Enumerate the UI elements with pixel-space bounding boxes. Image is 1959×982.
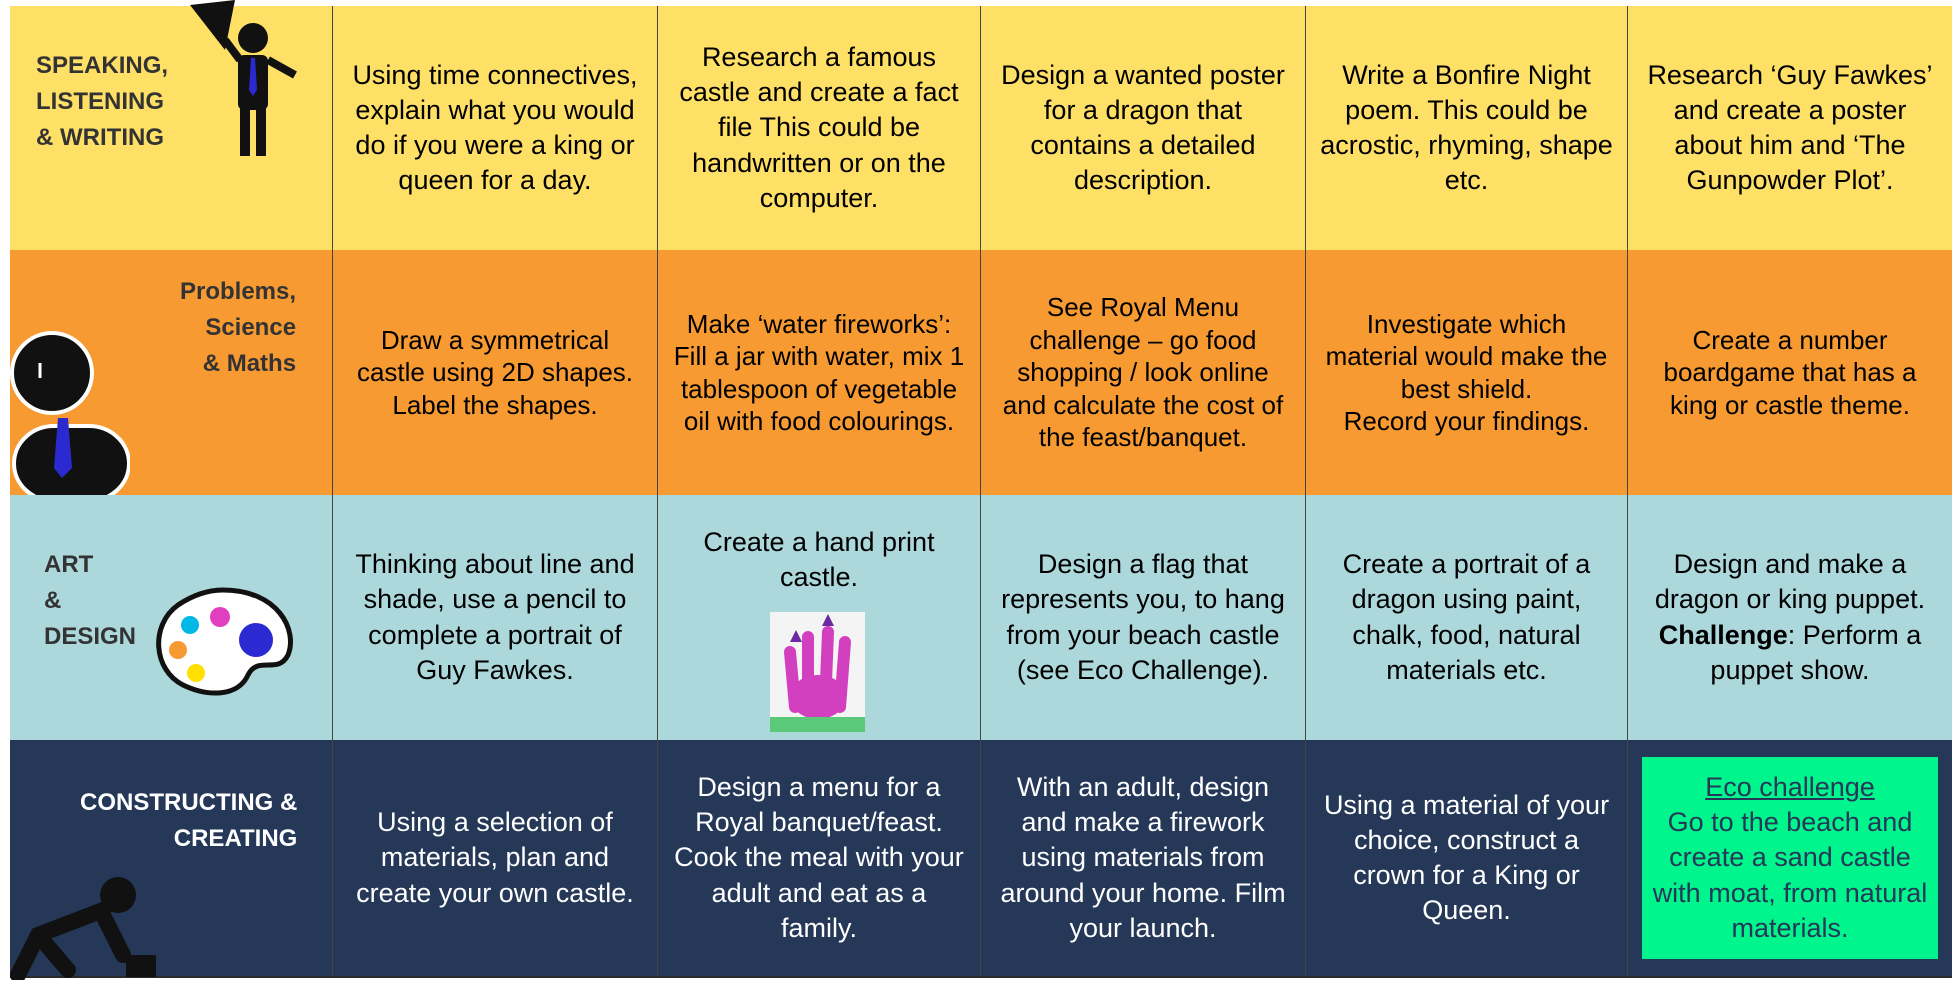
activity-cell: Using time connectives, explain what you… [332, 6, 657, 250]
thinker-icon [10, 331, 130, 495]
activity-cell: With an adult, design and make a firewor… [980, 740, 1305, 976]
activity-cell: Design a wanted poster for a dragon that… [980, 6, 1305, 250]
activity-cell: Eco challenge Go to the beach and create … [1627, 740, 1952, 976]
activity-cell: Research ‘Guy Fawkes’ and create a poste… [1627, 6, 1952, 250]
activity-cell: Investigate which material would make th… [1305, 250, 1627, 495]
cell-text: Design and make a dragon or king puppet.… [1642, 547, 1938, 687]
row: ART & DESIGN Thinking about line and shad… [10, 495, 1952, 742]
challenge-text: : Perform a puppet show. [1710, 619, 1922, 685]
row: SPEAKING, LISTENING & WRITING Using time … [10, 6, 1952, 252]
row: Problems, Science & Maths Draw a symmetri… [10, 250, 1952, 497]
row-label: ART & DESIGN [44, 551, 137, 650]
eco-box: Eco challenge Go to the beach and create … [1642, 757, 1938, 959]
eco-text: Go to the beach and create a sand castle… [1652, 807, 1928, 943]
activity-cell: Create a hand print castle. [657, 495, 980, 740]
row-label: SPEAKING, LISTENING & WRITING [36, 52, 169, 151]
eco-title: Eco challenge [1705, 772, 1875, 803]
speaker-icon [190, 0, 297, 156]
activity-cell: Using a selection of materials, plan and… [332, 740, 657, 976]
activity-cell: Draw a symmetrical castle using 2D shape… [332, 250, 657, 495]
challenge-label: Challenge [1658, 619, 1788, 650]
activity-cell: Design a flag that represents you, to ha… [980, 495, 1305, 740]
handprint-castle-image [770, 612, 865, 732]
activity-cell: See Royal Menu challenge – go food shopp… [980, 250, 1305, 495]
activity-cell: Create a number boardgame that has a kin… [1627, 250, 1952, 495]
activity-cell: Design a menu for a Royal banquet/feast.… [657, 740, 980, 976]
builder-icon [10, 877, 156, 980]
activity-cell: Using a material of your choice, constru… [1305, 740, 1627, 976]
cell-main: Design and make a dragon or king puppet. [1654, 549, 1926, 615]
row-label: Problems, Science & Maths [180, 278, 297, 377]
activity-cell: Write a Bonfire Night poem. This could b… [1305, 6, 1627, 250]
row-label: CONSTRUCTING & CREATING [80, 789, 298, 852]
activity-cell: Make ‘water fireworks’: Fill a jar with … [657, 250, 980, 495]
activity-cell: Create a portrait of a dragon using pain… [1305, 495, 1627, 740]
activity-cell: Design and make a dragon or king puppet.… [1627, 495, 1952, 740]
cell-challenge: Challenge: Perform a puppet show. [1642, 618, 1938, 688]
activity-cell: Research a famous castle and create a fa… [657, 6, 980, 250]
palette-icon [156, 587, 293, 696]
row: CONSTRUCTING & CREATING Using a selection… [10, 740, 1952, 978]
activity-cell: Thinking about line and shade, use a pen… [332, 495, 657, 740]
